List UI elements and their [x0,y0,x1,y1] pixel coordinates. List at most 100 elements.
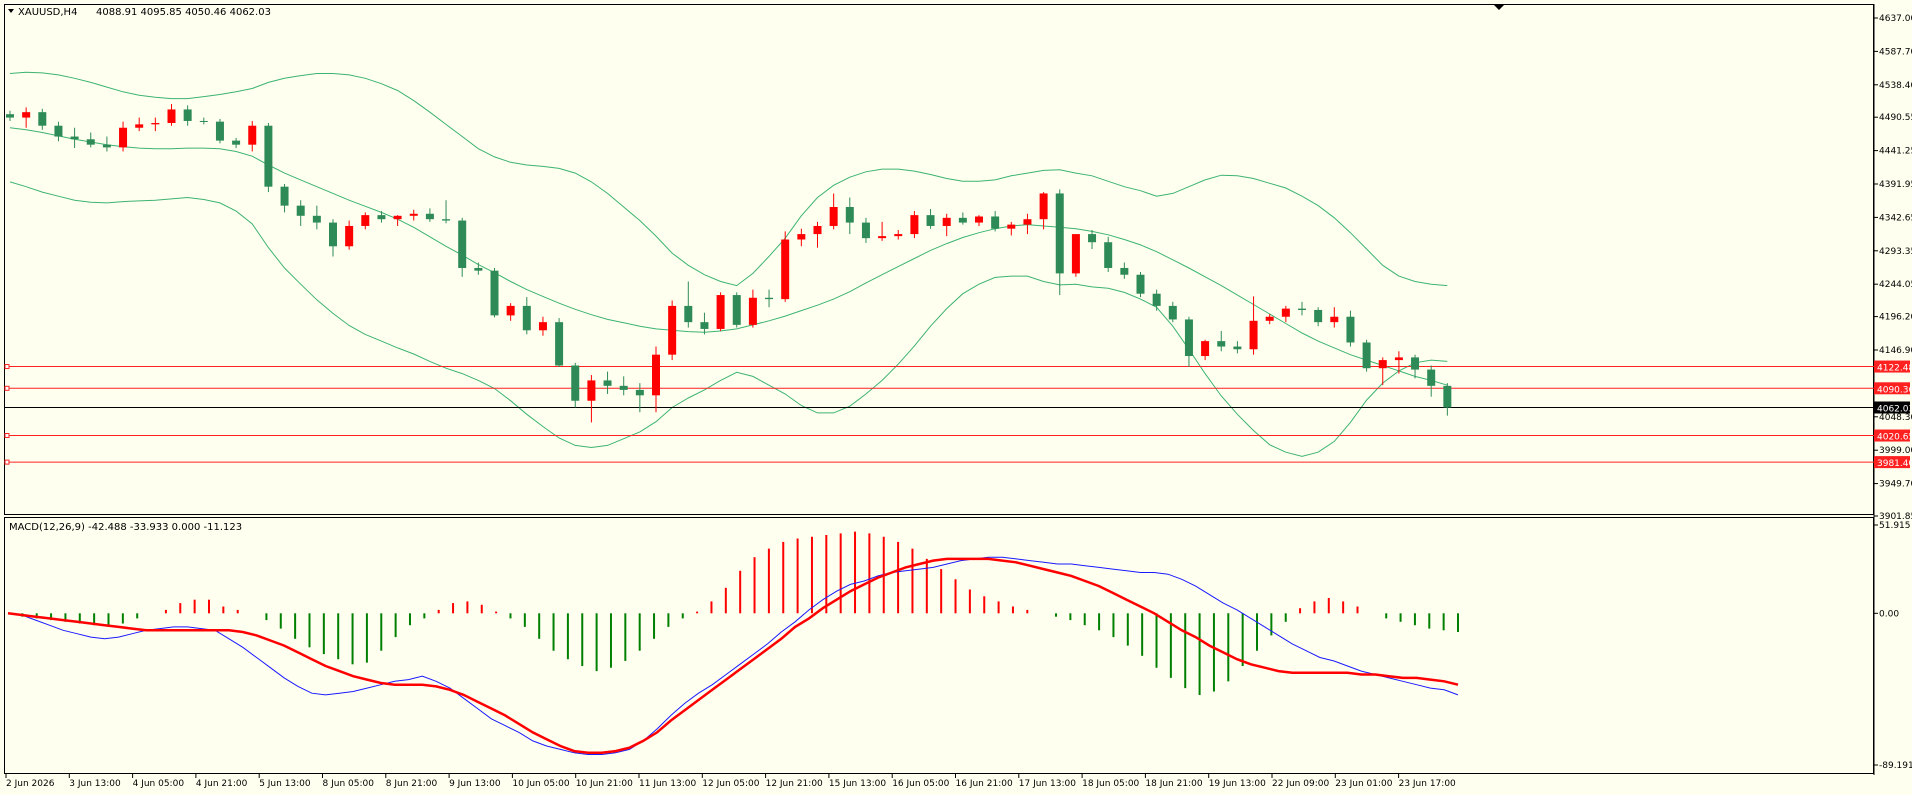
candle-body [1378,360,1387,369]
price-tick-label: 4391.95 [1879,180,1912,190]
candle-body [1007,224,1016,229]
price-tick-label: 4441.25 [1879,147,1912,157]
candle-body [1152,293,1161,306]
time-tick-label: 16 Jun 05:00 [892,779,949,789]
candle-body [102,144,111,148]
ohlc-readout: 4088.91 4095.85 4050.46 4062.03 [96,7,271,18]
current-price-label: 4062.03 [1877,404,1912,414]
time-tick-label: 5 Jun 13:00 [259,779,311,789]
level-line-handle-3 [4,433,10,439]
level-price-label-4: 3981.40 [1877,459,1912,469]
time-tick-label: 15 Jun 13:00 [829,779,886,789]
candle-body [296,205,305,216]
time-tick-label: 22 Jun 09:00 [1272,779,1329,789]
price-tick-label: 4587.70 [1879,47,1912,57]
candle-body [878,236,887,239]
candle-body [619,385,628,390]
candle-body [312,215,321,223]
candle-body [652,354,660,396]
macd-main-line [7,556,1459,755]
candle-body [409,213,418,216]
macd-tick-label: 0.00 [1879,609,1899,619]
candle-body [1136,274,1145,294]
level-line-handle-1 [4,364,10,370]
candle-body [1298,308,1306,310]
candle-body [199,120,208,122]
candle-body [732,295,741,325]
price-tick-label: 4490.55 [1879,113,1912,123]
candle-body [894,234,903,237]
price-tick-label: 4293.35 [1879,247,1912,257]
candle-body [22,112,31,118]
candle-body [280,186,289,206]
level-price-tag-4 [1874,456,1910,469]
level-line-handle-2 [4,385,10,391]
level-price-label-1: 4122.48 [1877,364,1912,374]
price-tick-label: 4146.90 [1879,346,1912,356]
main-pane[interactable] [4,4,1874,515]
macd-title: MACD(12,26,9) -42.488 -33.933 0.000 -11.… [9,522,242,533]
candle-body [6,114,14,118]
candle-body [975,216,983,223]
candle-body [635,389,644,396]
candle-body [215,121,224,141]
candle-body [1104,242,1113,268]
macd-signal-line [7,557,1459,755]
candle-body [813,225,822,235]
candle-body [829,206,838,226]
candle-body [942,217,951,226]
chart-symbol-title: XAUUSD,H4 [18,7,77,18]
candle-body [1314,309,1323,323]
dropdown-triangle-icon[interactable] [8,9,14,13]
price-tick-label: 4196.20 [1879,313,1912,323]
candle-body [248,125,257,145]
bollinger-lower-band [9,181,1448,457]
candle-body [1120,267,1129,275]
time-tick-label: 4 Jun 05:00 [133,779,185,789]
candle-body [1249,320,1258,350]
price-tick-label: 4538.40 [1879,81,1912,91]
time-tick-label: 23 Jun 17:00 [1399,779,1456,789]
candle-body [1443,385,1452,408]
time-tick-label: 8 Jun 05:00 [323,779,375,789]
candle-body [506,305,515,316]
time-tick-label: 12 Jun 05:00 [702,779,759,789]
candle-body [38,112,47,126]
candle-body [86,139,95,145]
candle-body [361,215,370,226]
candle-body [264,125,273,187]
level-line-handle-4 [4,459,10,465]
candle-body [1411,357,1420,370]
candle-body [1184,319,1193,357]
time-tick-label: 2 Jun 2026 [6,779,55,789]
time-tick-label: 10 Jun 05:00 [512,779,569,789]
candle-body [425,213,434,220]
candle-body [571,365,580,401]
candle-body [1055,193,1064,274]
level-price-tag-1 [1874,360,1910,373]
bollinger-upper-band [9,71,1448,287]
candle-body [1088,234,1097,243]
candle-body [555,322,564,366]
time-tick-label: 9 Jun 13:00 [449,779,501,789]
candle-body [393,215,402,220]
candle-body [54,125,63,137]
candle-body [232,140,241,145]
level-price-tag-2 [1874,382,1910,395]
chart-shift-marker-icon[interactable] [1494,5,1504,10]
candle-body [1281,308,1290,317]
candle-body [1394,357,1403,361]
candle-body [1233,346,1242,350]
candle-body [538,322,547,331]
time-tick-label: 18 Jun 21:00 [1145,779,1202,789]
price-tick-label: 3949.70 [1879,480,1912,490]
candle-body [748,297,757,325]
candle-body [167,109,176,123]
candle-body [958,217,967,223]
candle-body [684,305,693,323]
candle-body [781,239,790,300]
time-tick-label: 19 Jun 13:00 [1209,779,1266,789]
candle-body [1427,369,1436,386]
